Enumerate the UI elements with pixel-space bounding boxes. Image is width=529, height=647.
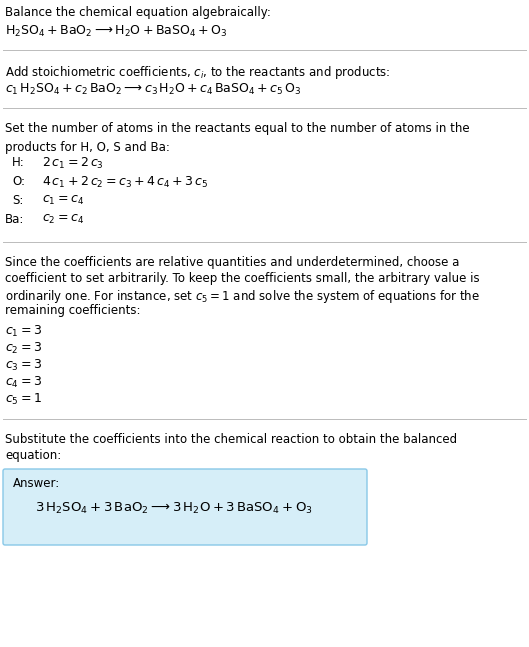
Text: $c_4 = 3$: $c_4 = 3$ [5, 375, 42, 390]
Text: Set the number of atoms in the reactants equal to the number of atoms in the
pro: Set the number of atoms in the reactants… [5, 122, 470, 154]
Text: H:: H: [12, 156, 25, 169]
Text: coefficient to set arbitrarily. To keep the coefficients small, the arbitrary va: coefficient to set arbitrarily. To keep … [5, 272, 480, 285]
FancyBboxPatch shape [3, 469, 367, 545]
Text: Answer:: Answer: [13, 477, 60, 490]
Text: $c_1 = c_4$: $c_1 = c_4$ [42, 194, 84, 207]
Text: equation:: equation: [5, 449, 61, 462]
Text: $c_1\,\mathrm{H_2SO_4} + c_2\,\mathrm{BaO_2} \longrightarrow c_3\,\mathrm{H_2O} : $c_1\,\mathrm{H_2SO_4} + c_2\,\mathrm{Ba… [5, 82, 302, 97]
Text: $c_5 = 1$: $c_5 = 1$ [5, 392, 42, 407]
Text: O:: O: [12, 175, 25, 188]
Text: $c_2 = c_4$: $c_2 = c_4$ [42, 213, 84, 226]
Text: $4\,c_1 + 2\,c_2 = c_3 + 4\,c_4 + 3\,c_5$: $4\,c_1 + 2\,c_2 = c_3 + 4\,c_4 + 3\,c_5… [42, 175, 208, 190]
Text: $c_2 = 3$: $c_2 = 3$ [5, 341, 42, 356]
Text: ordinarily one. For instance, set $c_5 = 1$ and solve the system of equations fo: ordinarily one. For instance, set $c_5 =… [5, 288, 480, 305]
Text: $3\,\mathrm{H_2SO_4} + 3\,\mathrm{BaO_2} \longrightarrow 3\,\mathrm{H_2O} + 3\,\: $3\,\mathrm{H_2SO_4} + 3\,\mathrm{BaO_2}… [35, 501, 313, 516]
Text: $2\,c_1 = 2\,c_3$: $2\,c_1 = 2\,c_3$ [42, 156, 104, 171]
Text: $\mathrm{H_2SO_4 + BaO_2} \longrightarrow \mathrm{H_2O + BaSO_4 + O_3}$: $\mathrm{H_2SO_4 + BaO_2} \longrightarro… [5, 24, 227, 39]
Text: $c_3 = 3$: $c_3 = 3$ [5, 358, 42, 373]
Text: Since the coefficients are relative quantities and underdetermined, choose a: Since the coefficients are relative quan… [5, 256, 459, 269]
Text: Balance the chemical equation algebraically:: Balance the chemical equation algebraica… [5, 6, 271, 19]
Text: Ba:: Ba: [5, 213, 24, 226]
Text: S:: S: [12, 194, 23, 207]
Text: Substitute the coefficients into the chemical reaction to obtain the balanced: Substitute the coefficients into the che… [5, 433, 457, 446]
Text: Add stoichiometric coefficients, $c_i$, to the reactants and products:: Add stoichiometric coefficients, $c_i$, … [5, 64, 390, 81]
Text: $c_1 = 3$: $c_1 = 3$ [5, 324, 42, 339]
Text: remaining coefficients:: remaining coefficients: [5, 304, 141, 317]
